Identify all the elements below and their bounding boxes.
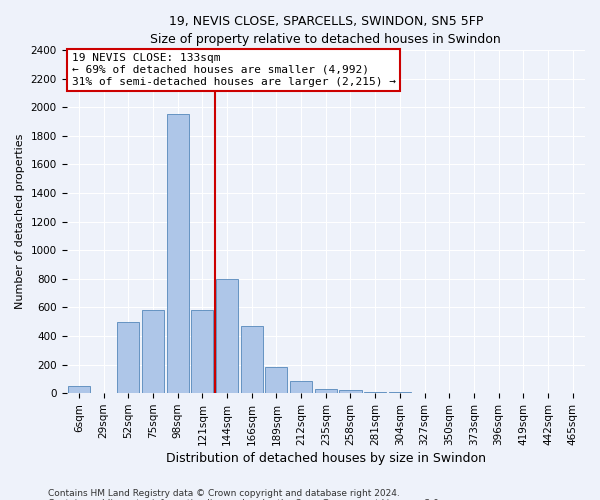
Bar	[265, 368, 287, 393]
Bar	[167, 114, 189, 393]
Bar	[191, 310, 214, 393]
Bar	[314, 389, 337, 393]
Y-axis label: Number of detached properties: Number of detached properties	[15, 134, 25, 310]
Bar	[68, 386, 90, 393]
Bar	[117, 322, 139, 393]
Bar	[142, 310, 164, 393]
X-axis label: Distribution of detached houses by size in Swindon: Distribution of detached houses by size …	[166, 452, 486, 465]
Bar	[364, 392, 386, 393]
Text: Contains HM Land Registry data © Crown copyright and database right 2024.: Contains HM Land Registry data © Crown c…	[48, 488, 400, 498]
Bar	[241, 326, 263, 393]
Bar	[389, 392, 411, 393]
Bar	[290, 381, 312, 393]
Bar	[216, 279, 238, 393]
Text: Contains public sector information licensed under the Open Government Licence v3: Contains public sector information licen…	[48, 498, 442, 500]
Bar	[340, 390, 362, 393]
Text: 19 NEVIS CLOSE: 133sqm
← 69% of detached houses are smaller (4,992)
31% of semi-: 19 NEVIS CLOSE: 133sqm ← 69% of detached…	[72, 54, 396, 86]
Title: 19, NEVIS CLOSE, SPARCELLS, SWINDON, SN5 5FP
Size of property relative to detach: 19, NEVIS CLOSE, SPARCELLS, SWINDON, SN5…	[151, 15, 501, 46]
